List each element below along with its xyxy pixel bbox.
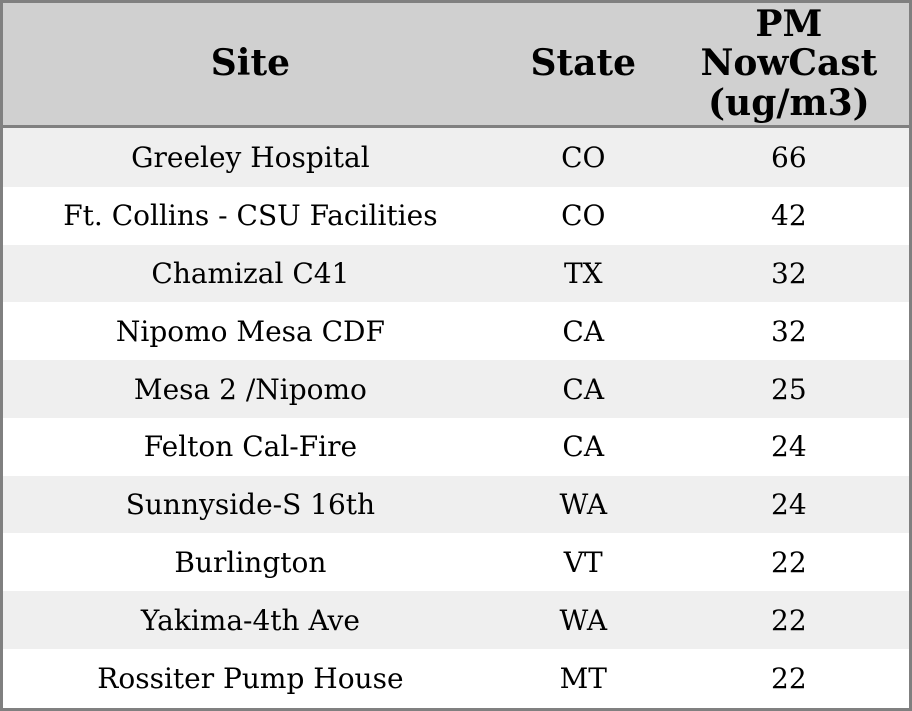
- pm-value-cell: 25: [668, 360, 911, 418]
- site-cell: Burlington: [1, 533, 498, 592]
- table-row: Chamizal C41 TX 32: [1, 244, 911, 303]
- table-row: Mesa 2 /Nipomo CA 25: [1, 360, 911, 418]
- pm-value-cell: 32: [668, 302, 911, 361]
- site-cell: Felton Cal-Fire: [1, 417, 498, 476]
- pm-value-cell: 22: [668, 591, 911, 650]
- table-row: Rossiter Pump House MT 22: [1, 649, 911, 710]
- table-row: Felton Cal-Fire CA 24: [1, 417, 911, 476]
- site-cell: Greeley Hospital: [1, 126, 498, 187]
- table-row: Nipomo Mesa CDF CA 32: [1, 302, 911, 361]
- table-row: Burlington VT 22: [1, 533, 911, 592]
- state-cell: WA: [497, 591, 669, 650]
- state-cell: CA: [497, 302, 669, 361]
- state-cell: CA: [497, 360, 669, 418]
- state-cell: TX: [497, 244, 669, 303]
- pm-value-cell: 22: [668, 649, 911, 710]
- pm-value-cell: 32: [668, 244, 911, 303]
- state-cell: VT: [497, 533, 669, 592]
- site-cell: Mesa 2 /Nipomo: [1, 360, 498, 418]
- site-cell: Rossiter Pump House: [1, 649, 498, 710]
- state-cell: CO: [497, 126, 669, 187]
- col-header-site: Site: [1, 1, 498, 128]
- site-cell: Yakima-4th Ave: [1, 591, 498, 650]
- col-header-pm-nowcast: PM NowCast (ug/m3): [668, 1, 911, 128]
- table-row: Sunnyside-S 16th WA 24: [1, 475, 911, 534]
- site-cell: Chamizal C41: [1, 244, 498, 303]
- site-cell: Ft. Collins - CSU Facilities: [1, 186, 498, 245]
- pm-value-cell: 42: [668, 186, 911, 245]
- table-row: Ft. Collins - CSU Facilities CO 42: [1, 186, 911, 245]
- state-cell: CA: [497, 417, 669, 476]
- site-cell: Sunnyside-S 16th: [1, 475, 498, 534]
- pm-value-cell: 66: [668, 126, 911, 187]
- col-header-pm-nowcast-label: PM NowCast (ug/m3): [700, 2, 878, 124]
- site-cell: Nipomo Mesa CDF: [1, 302, 498, 361]
- col-header-site-label: Site: [210, 42, 291, 85]
- header-row: Site State PM NowCast (ug/m3): [1, 1, 911, 128]
- state-cell: CO: [497, 186, 669, 245]
- table-body: Greeley Hospital CO 66 Ft. Collins - CSU Fa…: [1, 126, 911, 710]
- col-header-state: State: [497, 1, 669, 128]
- state-cell: MT: [497, 649, 669, 710]
- table-header: Site State PM NowCast (ug/m3): [1, 1, 911, 128]
- pm-value-cell: 22: [668, 533, 911, 592]
- state-cell: WA: [497, 475, 669, 534]
- col-header-state-label: State: [530, 42, 637, 85]
- pm-value-cell: 24: [668, 417, 911, 476]
- table-row: Yakima-4th Ave WA 22: [1, 591, 911, 650]
- pm-value-cell: 24: [668, 475, 911, 534]
- table-row: Greeley Hospital CO 66: [1, 126, 911, 187]
